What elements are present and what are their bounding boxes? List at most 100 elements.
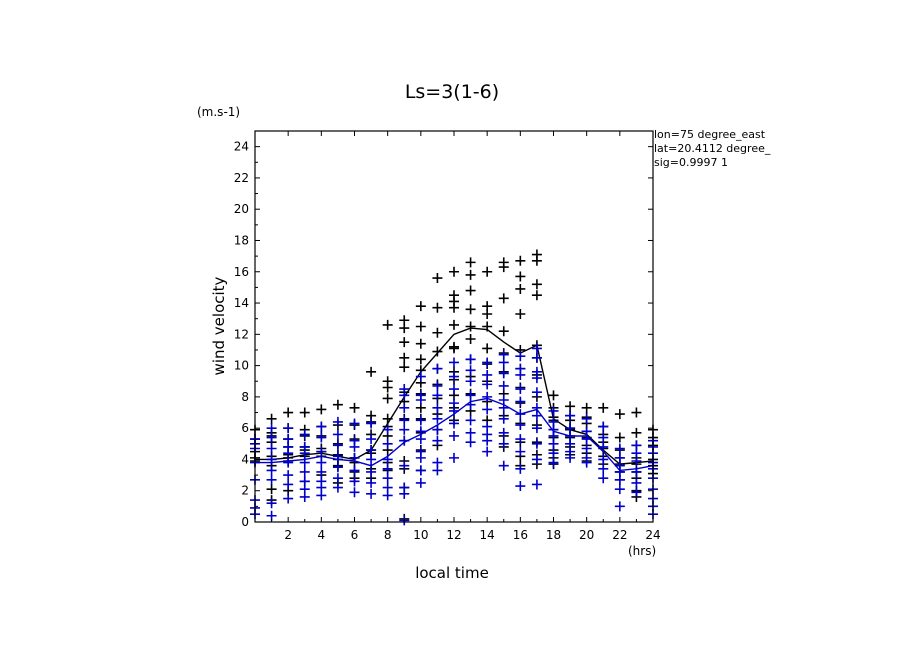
data-point xyxy=(399,424,410,435)
data-point xyxy=(482,446,493,457)
data-point xyxy=(382,473,393,484)
data-point xyxy=(465,365,476,376)
data-point xyxy=(465,321,476,332)
data-point xyxy=(631,456,642,467)
x-tick-label: 2 xyxy=(284,528,292,542)
data-point xyxy=(598,441,609,452)
data-point xyxy=(432,380,443,391)
data-point xyxy=(382,463,393,474)
data-point xyxy=(432,465,443,476)
data-point xyxy=(283,423,294,434)
data-point xyxy=(349,465,360,476)
data-point xyxy=(332,462,343,473)
data-point xyxy=(432,302,443,313)
data-point xyxy=(449,357,459,368)
data-point xyxy=(332,482,343,493)
data-point xyxy=(631,477,642,488)
data-point xyxy=(515,283,526,294)
data-point xyxy=(299,491,310,502)
data-point xyxy=(283,493,294,504)
x-tick-label: 20 xyxy=(579,528,594,542)
data-point xyxy=(432,402,443,413)
data-point xyxy=(465,354,476,365)
y-tick-label: 18 xyxy=(234,233,249,247)
data-point xyxy=(399,415,410,426)
data-point xyxy=(498,413,509,424)
data-point xyxy=(631,487,642,498)
data-point xyxy=(316,432,327,443)
y-tick-label: 12 xyxy=(234,327,249,341)
x-axis-label: local time xyxy=(415,564,489,582)
data-point xyxy=(531,352,542,363)
data-point xyxy=(482,266,493,277)
data-point xyxy=(465,376,476,387)
data-point xyxy=(449,319,459,330)
data-point xyxy=(399,390,410,401)
data-point xyxy=(614,409,625,420)
data-point xyxy=(316,446,327,457)
data-point xyxy=(283,407,294,418)
data-point xyxy=(598,432,609,443)
data-point xyxy=(531,387,542,398)
data-point xyxy=(465,257,476,268)
data-point xyxy=(598,402,609,413)
data-point xyxy=(366,434,377,445)
data-point xyxy=(482,343,493,354)
info-block: lon=75 degree_east lat=20.4112 degree_ s… xyxy=(654,128,771,169)
data-point xyxy=(266,413,277,424)
data-point xyxy=(482,404,493,415)
data-point xyxy=(548,448,559,459)
data-point xyxy=(316,466,327,477)
data-point xyxy=(432,327,443,338)
y-tick-label: 2 xyxy=(241,484,249,498)
data-point xyxy=(531,290,542,301)
data-point xyxy=(266,423,277,434)
data-point xyxy=(482,357,493,368)
data-point xyxy=(332,399,343,410)
data-point xyxy=(299,466,310,477)
data-point xyxy=(415,452,426,463)
data-point xyxy=(382,393,393,404)
data-point xyxy=(531,255,542,266)
data-point xyxy=(382,319,393,330)
data-point xyxy=(332,440,343,451)
y-tick-label: 6 xyxy=(241,421,249,435)
x-tick-label: 18 xyxy=(546,528,561,542)
x-tick-label: 12 xyxy=(446,528,461,542)
data-point xyxy=(415,434,426,445)
info-line-1: lon=75 degree_east xyxy=(654,128,766,141)
data-point xyxy=(266,443,277,454)
data-point xyxy=(349,441,360,452)
data-point xyxy=(399,488,410,499)
data-point xyxy=(415,371,426,382)
data-point xyxy=(498,460,509,471)
y-tick-label: 22 xyxy=(234,171,249,185)
data-point xyxy=(399,362,410,373)
data-point xyxy=(581,457,592,468)
data-point xyxy=(498,357,509,368)
data-point xyxy=(598,454,609,465)
data-point xyxy=(498,293,509,304)
data-point xyxy=(366,466,377,477)
data-point xyxy=(332,473,343,484)
data-point xyxy=(432,435,443,446)
data-point xyxy=(366,366,377,377)
data-point xyxy=(283,470,294,481)
data-point xyxy=(565,401,576,412)
data-point xyxy=(332,416,343,427)
data-point xyxy=(266,432,277,443)
data-point xyxy=(316,421,327,432)
data-point xyxy=(531,373,542,384)
chart-title: Ls=3(1-6) xyxy=(405,81,499,103)
axes: 2 4 6 8 10 12 14 16 18 20 22 2402468101214161820222… xyxy=(234,131,661,542)
data-point xyxy=(415,338,426,349)
data-point xyxy=(449,430,459,441)
data-point xyxy=(349,402,360,413)
data-point xyxy=(465,334,476,345)
data-point xyxy=(399,337,410,348)
x-tick-label: 6 xyxy=(351,528,359,542)
data-point xyxy=(565,410,576,421)
data-point xyxy=(432,346,443,357)
data-point xyxy=(565,452,576,463)
